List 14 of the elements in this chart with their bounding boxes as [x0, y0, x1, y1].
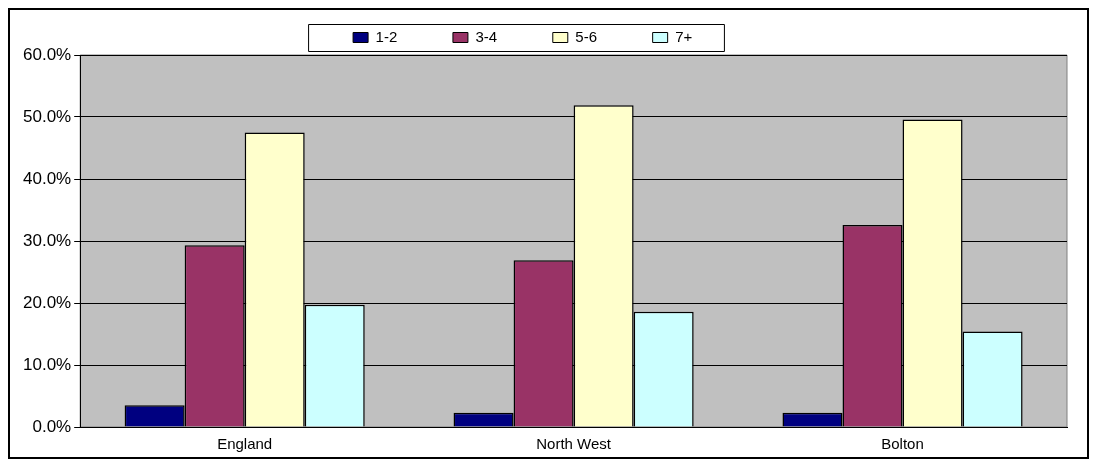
x-tick-label: England	[217, 435, 273, 453]
y-tick-label: 30.0%	[23, 230, 72, 250]
legend-label: 7+	[675, 27, 734, 45]
y-tick-label: 50.0%	[23, 106, 72, 126]
y-tick-label: 40.0%	[23, 168, 72, 188]
x-tick-label: North West	[536, 435, 612, 453]
y-tick-label: 20.0%	[23, 292, 72, 312]
x-tick-label: Bolton	[881, 435, 924, 453]
legend-label: 5-6	[575, 27, 639, 45]
legend-label: 3-4	[475, 27, 539, 45]
legend-label: 1-2	[375, 27, 439, 45]
y-tick-label: 0.0%	[32, 416, 72, 436]
y-tick-label: 60.0%	[23, 44, 72, 64]
y-tick-label: 10.0%	[23, 354, 72, 374]
